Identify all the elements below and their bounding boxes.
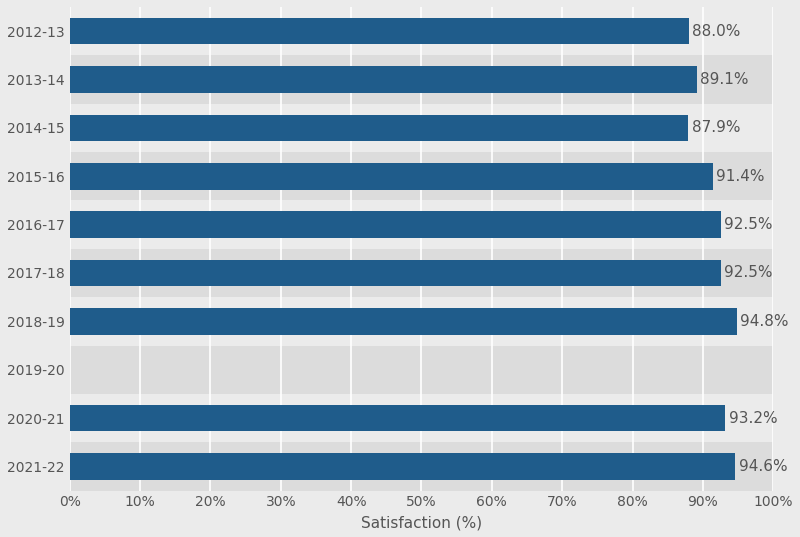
Bar <box>70 66 697 93</box>
Text: 92.5%: 92.5% <box>724 265 773 280</box>
X-axis label: Satisfaction (%): Satisfaction (%) <box>361 515 482 530</box>
Text: 91.4%: 91.4% <box>716 169 765 184</box>
Bar <box>70 442 774 491</box>
Bar <box>70 163 713 190</box>
Bar <box>70 200 774 249</box>
Text: 94.8%: 94.8% <box>740 314 789 329</box>
Bar <box>70 260 721 286</box>
Text: 88.0%: 88.0% <box>692 24 741 39</box>
Bar <box>70 18 689 45</box>
Bar <box>70 114 688 141</box>
Bar <box>70 405 726 431</box>
Text: 87.9%: 87.9% <box>692 120 740 135</box>
Bar <box>70 345 774 394</box>
Text: 89.1%: 89.1% <box>700 72 749 87</box>
Bar <box>70 211 721 238</box>
Bar <box>70 104 774 152</box>
Bar <box>70 453 735 480</box>
Bar <box>70 394 774 442</box>
Bar <box>70 55 774 104</box>
Bar <box>70 308 737 335</box>
Text: 94.6%: 94.6% <box>739 459 787 474</box>
Bar <box>70 7 774 55</box>
Bar <box>70 152 774 200</box>
Bar <box>70 249 774 297</box>
Text: 93.2%: 93.2% <box>729 411 778 426</box>
Text: 92.5%: 92.5% <box>724 217 773 232</box>
Bar <box>70 297 774 345</box>
